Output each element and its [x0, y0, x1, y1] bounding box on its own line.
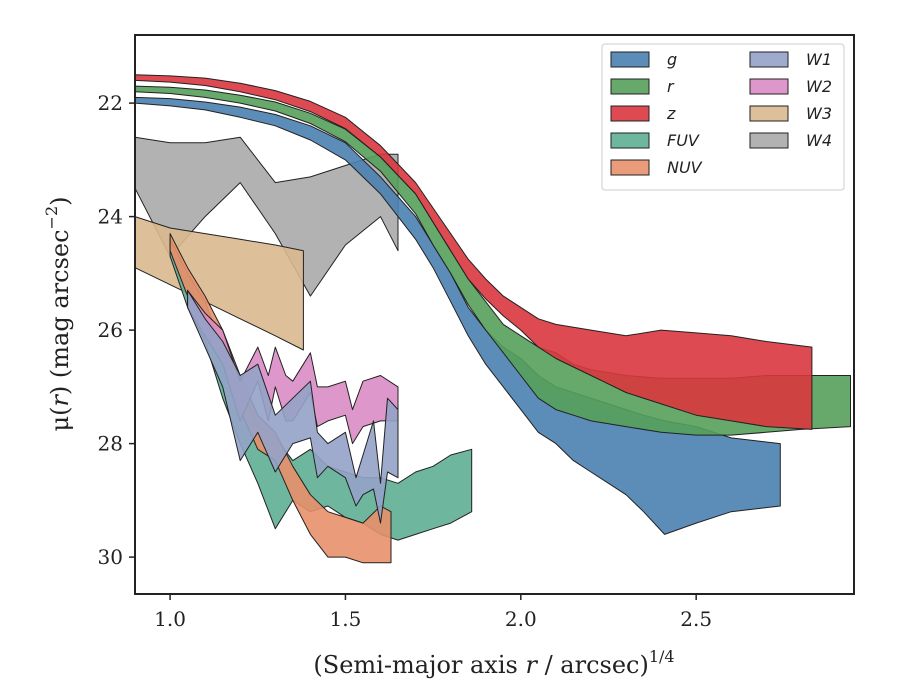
x-tick-label: 2.5 [680, 607, 712, 631]
legend-label-r: r [667, 77, 675, 96]
legend-label-z: z [666, 104, 676, 123]
legend-label-w3: W3 [806, 104, 832, 123]
y-axis-label-sup: −2 [42, 206, 61, 230]
x-axis-label-sup: 1/4 [649, 647, 675, 666]
y-axis-ticks: 22 24 26 28 30 [98, 91, 135, 569]
plot-frame [134, 34, 855, 595]
x-tick-label: 2.0 [505, 607, 537, 631]
x-axis-label-var: r [525, 651, 538, 679]
x-tick-label: 1.0 [154, 607, 186, 631]
legend-swatch-w3 [749, 105, 789, 122]
legend-label-w2: W2 [806, 77, 832, 96]
y-tick-label: 28 [98, 432, 123, 456]
legend-swatch-z [610, 105, 650, 122]
y-tick-label: 30 [98, 545, 123, 569]
legend-label-fuv: FUV [667, 131, 700, 150]
legend-swatch-r [610, 78, 650, 95]
legend-swatch-w2 [749, 78, 789, 95]
band-w1 [187, 289, 399, 524]
x-axis-label-suffix: / arcsec) [537, 651, 649, 679]
x-axis-ticks: 1.0 1.5 2.0 2.5 [154, 594, 712, 631]
y-axis-label-prefix: μ( [46, 407, 74, 432]
legend-swatch-w1 [749, 51, 789, 68]
legend-label-nuv: NUV [667, 158, 703, 177]
band-z [134, 74, 813, 430]
legend-swatch-g [610, 51, 650, 68]
legend-label-w4: W4 [806, 131, 832, 150]
band-w4 [134, 136, 399, 297]
y-axis-label-suffix: ) (mag arcsec [46, 229, 74, 395]
y-tick-label: 26 [98, 318, 123, 342]
y-tick-label: 22 [98, 91, 123, 115]
y-axis-label-var: r [46, 394, 74, 407]
y-axis-label: μ(r) (mag arcsec−2) [42, 196, 74, 431]
x-tick-label: 1.5 [330, 607, 362, 631]
legend-swatch-w4 [749, 132, 789, 149]
x-axis-label-prefix: (Semi-major axis [313, 651, 525, 679]
legend-swatch-nuv [610, 159, 650, 176]
y-tick-label: 24 [98, 205, 123, 229]
legend: grz FUV NUV W1 W2 W3 W4 [601, 43, 845, 191]
legend-label-w1: W1 [806, 50, 832, 69]
band-layer [134, 74, 851, 564]
legend-items: grz FUV NUV W1 W2 W3 W4 [610, 50, 832, 177]
legend-swatch-fuv [610, 132, 650, 149]
y-axis-label-close: ) [46, 196, 74, 205]
x-axis-label: (Semi-major axis r / arcsec)1/4 [313, 647, 674, 679]
legend-label-g: g [667, 50, 677, 69]
